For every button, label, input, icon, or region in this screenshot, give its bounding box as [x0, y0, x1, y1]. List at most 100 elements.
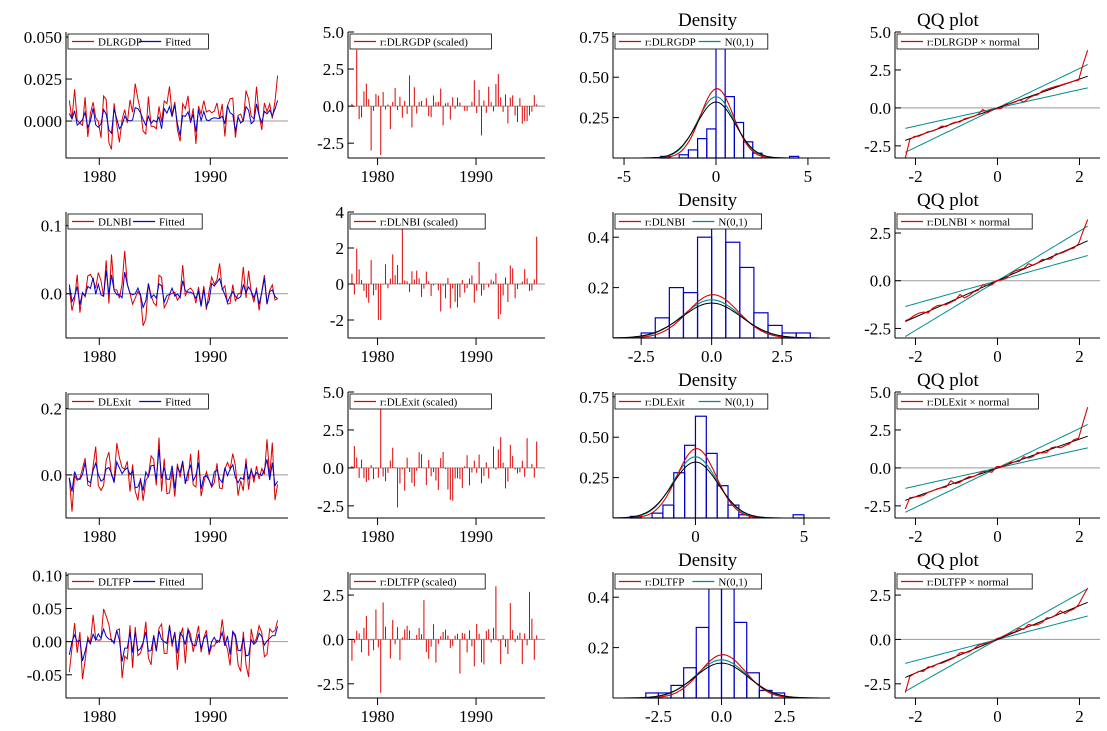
legend-label: N(0,1) — [718, 577, 747, 589]
legend-label: N(0,1) — [725, 37, 754, 49]
legend: DLExit Fitted — [67, 393, 209, 410]
legend-label: r:DLTFP (scaled) — [380, 577, 457, 589]
legend-label: Fitted — [165, 37, 191, 49]
resid-panel-row0: -2.5 0.0 2.5 5.0 1980 1990 r:DLRGDP (scaled) — [317, 23, 545, 186]
x-tick-label: 1980 — [82, 707, 116, 726]
legend: r:DLNBI × normal — [896, 213, 1033, 230]
legend-box — [349, 33, 492, 50]
y-tick-label: 0.2 — [41, 400, 62, 419]
x-tick-label: 5 — [800, 527, 809, 546]
density-panel-row3: 0.2 0.4 -2.5 0.0 2.5 Density r:DLTFP N(0,1) — [588, 550, 830, 726]
resid-panel-row3: -2.5 0.0 2.5 1980 1990 r:DLTFP (scaled) — [317, 572, 545, 726]
x-tick-label: 0 — [993, 707, 1002, 726]
qq-sample-line — [904, 587, 1089, 693]
x-tick-label: 2 — [1075, 707, 1084, 726]
qq-panel-row2: -2.5 0.0 2.5 5.0 -2 0 2 QQ plot r:DLExit × norma… — [864, 370, 1100, 546]
series-line-fitted — [68, 448, 279, 492]
kernel-density-line — [613, 448, 830, 519]
x-tick-label: -2.5 — [628, 347, 655, 366]
panel-title: Density — [678, 550, 738, 571]
panel-title: QQ plot — [917, 190, 979, 211]
y-tick-label: 2.5 — [323, 60, 344, 79]
legend: r:DLExit × normal — [896, 393, 1039, 410]
histogram-bin — [753, 312, 769, 339]
x-tick-label: 1980 — [82, 167, 116, 186]
legend: r:DLTFP N(0,1) — [614, 573, 763, 590]
qq-sample-line — [904, 50, 1089, 159]
legend-label: r:DLNBI × normal — [927, 217, 1010, 229]
y-tick-label: 0.25 — [579, 469, 609, 488]
legend-box — [614, 33, 769, 50]
y-tick-label: 0.75 — [579, 388, 609, 407]
histogram-bin — [708, 581, 723, 699]
x-tick-label: 1990 — [459, 347, 493, 366]
legend-box — [896, 33, 1039, 50]
histogram-bin — [733, 121, 745, 159]
y-tick-label: 0.050 — [24, 28, 62, 47]
density-line-black — [612, 302, 830, 339]
y-tick-label: -2.5 — [864, 497, 891, 516]
legend-box — [349, 213, 486, 230]
x-tick-label: 1990 — [193, 347, 227, 366]
qq-sample-line — [904, 407, 1089, 510]
qq-panel-row0: -2.5 0.0 2.5 5.0 -2 0 2 QQ plot r:DLRGDP × norma… — [864, 10, 1100, 186]
y-tick-label: 0.4 — [588, 588, 610, 607]
legend-label: r:DLTFP — [645, 577, 684, 589]
y-tick-label: 2.5 — [323, 586, 344, 605]
y-tick-label: -2.5 — [864, 137, 891, 156]
legend-label: Fitted — [159, 577, 185, 589]
x-tick-label: 1980 — [361, 347, 395, 366]
density-line-black — [613, 461, 830, 519]
legend-label: r:DLExit — [645, 397, 685, 409]
y-tick-label: 0.0 — [41, 285, 62, 304]
y-tick-label: 2.5 — [323, 421, 344, 440]
density-panel-row0: 0.25 0.50 0.75 -5 0 5 Density r:DLRGDP N(0,1) — [579, 10, 830, 186]
histogram-bin — [694, 415, 707, 519]
resid-panel-row2: -2.5 0.0 2.5 5.0 1980 1990 r:DLExit (scaled) — [317, 383, 545, 546]
series-line-fitted — [68, 100, 279, 136]
y-tick-label: 0.2 — [588, 639, 609, 658]
normal-density-line — [613, 96, 830, 159]
density-line-black — [613, 101, 830, 159]
y-tick-label: 2.5 — [870, 586, 891, 605]
qq-band-upper — [905, 64, 1088, 129]
x-tick-label: -2 — [908, 527, 922, 546]
y-tick-label: 5.0 — [323, 383, 344, 402]
legend: DLTFP Fitted — [67, 573, 203, 590]
legend: r:DLNBI (scaled) — [349, 213, 486, 230]
legend-label: r:DLTFP × normal — [927, 577, 1009, 589]
x-tick-label: 0 — [691, 527, 700, 546]
legend: r:DLRGDP × normal — [896, 33, 1039, 50]
y-tick-label: 0 — [336, 275, 345, 294]
histogram-bin — [668, 287, 685, 339]
legend: r:DLExit N(0,1) — [614, 393, 769, 410]
legend-label: r:DLNBI — [645, 217, 686, 229]
legend-label: r:DLRGDP — [645, 37, 696, 49]
legend-box — [349, 393, 492, 410]
legend-label: DLRGDP — [98, 37, 142, 49]
qq-panel-row1: -2.5 0.0 2.5 -2 0 2 QQ plot r:DLNBI × normal — [864, 190, 1100, 366]
y-tick-label: 0.0 — [870, 99, 891, 118]
legend-box — [896, 393, 1039, 410]
legend-label: N(0,1) — [718, 217, 747, 229]
histogram-bin — [684, 444, 697, 519]
histogram-bin — [682, 292, 699, 339]
histogram-bin — [651, 512, 664, 519]
histogram-bin — [739, 266, 755, 339]
legend-label: r:DLExit × normal — [927, 397, 1010, 409]
x-tick-label: -2 — [908, 167, 922, 186]
y-tick-label: 0.00 — [32, 633, 62, 652]
y-tick-label: 4 — [336, 203, 345, 222]
y-tick-label: -2.5 — [317, 134, 344, 153]
x-tick-label: 2 — [1075, 167, 1084, 186]
x-tick-label: 1990 — [193, 707, 227, 726]
qq-band-upper — [905, 588, 1088, 664]
y-tick-label: 0.2 — [588, 279, 609, 298]
panel-title: QQ plot — [917, 550, 979, 571]
y-tick-label: 0.0 — [41, 466, 62, 485]
legend-label: r:DLRGDP (scaled) — [380, 37, 468, 49]
histogram-bin — [662, 504, 675, 519]
y-tick-label: 0.1 — [41, 217, 62, 236]
resid-panel-row1: -2 0 2 4 1980 1990 r:DLNBI (scaled) — [330, 203, 545, 366]
y-tick-label: 0.50 — [579, 68, 609, 87]
